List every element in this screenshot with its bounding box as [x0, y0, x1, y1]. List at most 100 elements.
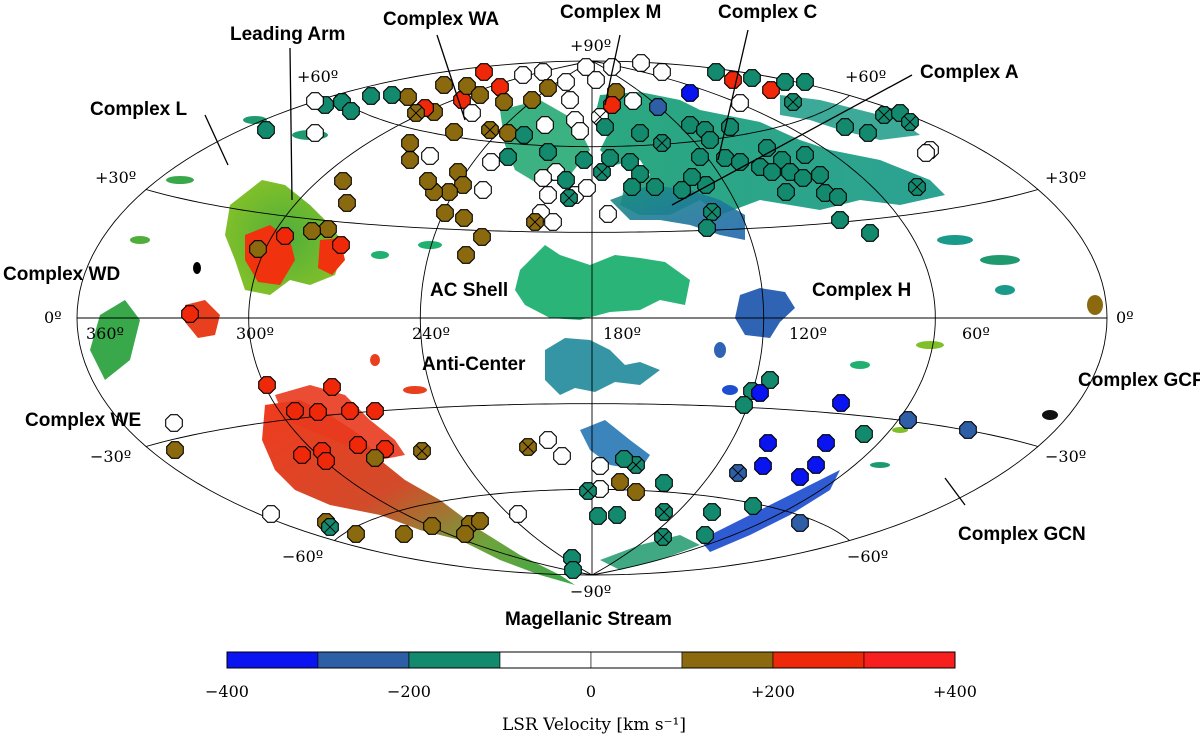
cloud-marker [751, 384, 769, 402]
cloud-marker [596, 118, 614, 136]
colorbar-title: LSR Velocity [km s⁻¹] [502, 715, 686, 735]
cloud-marker-cross [324, 521, 336, 533]
cloud-marker [861, 224, 879, 242]
cloud-marker [553, 447, 571, 465]
cloud-marker [262, 505, 280, 523]
cloud-marker [743, 69, 761, 87]
cloud-marker-cross [732, 467, 744, 479]
cloud-marker [473, 228, 491, 246]
colorbar-tick-p400: +400 [933, 682, 977, 701]
cloud-marker [475, 63, 493, 81]
lat-label-0-right: 0º [1116, 308, 1134, 327]
colorbar-bin [681, 651, 774, 669]
cloud-marker [611, 473, 629, 491]
cloud-marker [399, 88, 417, 106]
cloud-marker [646, 178, 664, 196]
cloud-marker [366, 402, 384, 420]
colorbar-bin [772, 651, 865, 669]
cloud-marker-cross [657, 531, 669, 543]
coordinate-grid [76, 60, 1108, 576]
leader-complex-l [204, 114, 229, 166]
cloud-marker [721, 118, 739, 136]
cloud-marker [342, 102, 360, 120]
label-complex-c: Complex C [718, 2, 818, 23]
cloud-marker [754, 457, 772, 475]
cloud-marker [491, 78, 509, 96]
emission-south-green [600, 535, 700, 570]
cloud-marker [293, 446, 311, 464]
cloud-marker-cross [878, 109, 890, 121]
cloud-marker [796, 73, 814, 91]
cloud-marker [631, 124, 649, 142]
cloud-marker [859, 124, 877, 142]
lat-label-m30-left: −30º [90, 447, 131, 466]
cloud-marker [499, 124, 517, 142]
cloud-marker [286, 402, 304, 420]
cloud-marker-cross [656, 137, 668, 149]
cloud-marker [959, 421, 977, 439]
label-complex-a: Complex A [920, 62, 1019, 83]
lon-label-120: 120º [789, 324, 827, 343]
cloud-marker [338, 194, 356, 212]
cloud-marker [455, 209, 473, 227]
cloud-marker [758, 139, 776, 157]
cloud-marker [332, 236, 350, 254]
cloud-marker [681, 116, 699, 134]
cloud-marker [763, 163, 781, 181]
label-complex-m: Complex M [560, 2, 661, 23]
cloud-marker [836, 118, 854, 136]
cloud-marker [395, 525, 413, 543]
region-labels: Complex WA Complex M Complex C Leading A… [3, 2, 1200, 630]
leader-complex-a [671, 74, 913, 206]
colorbar-bin [863, 651, 956, 669]
label-magellanic-stream: Magellanic Stream [505, 609, 672, 630]
cloud-marker [276, 227, 294, 245]
cloud-marker-cross [706, 206, 718, 218]
emission-magellanic-stream [262, 400, 575, 585]
cloud-marker [631, 165, 649, 183]
colorbar-bin [317, 651, 410, 669]
label-complex-gcn: Complex GCN [958, 524, 1086, 545]
cloud-marker [514, 66, 532, 84]
emission-complex-c-upper [780, 95, 920, 140]
cloud-marker-cross [787, 96, 799, 108]
cloud-marker [832, 394, 850, 412]
label-complex-wa: Complex WA [383, 9, 499, 30]
lon-label-360: 360º [86, 324, 124, 343]
cloud-marker [701, 131, 719, 149]
lat-label-0-left: 0º [44, 308, 62, 327]
cloud-marker [539, 186, 557, 204]
cloud-marker [457, 246, 475, 264]
cloud-marker [855, 425, 873, 443]
emission-ac-shell [515, 245, 690, 320]
cloud-marker [544, 213, 562, 231]
label-complex-h: Complex H [812, 280, 911, 301]
cloud-marker [794, 169, 812, 187]
emission-complex-h [735, 288, 795, 338]
cloud-marker [632, 54, 650, 72]
cloud-marker [181, 305, 199, 323]
cloud-marker [578, 179, 596, 197]
cloud-marker [571, 122, 589, 140]
colorbar-tick-m400: −400 [205, 682, 249, 701]
cloud-marker [601, 149, 619, 167]
cloud-marker-cross [596, 166, 608, 178]
cloud-marker [623, 178, 641, 196]
lat-label-p60-right: +60º [845, 67, 886, 86]
cloud-marker [453, 91, 471, 109]
colorbar-tick-m200: −200 [387, 682, 431, 701]
colorbar-bin [226, 651, 319, 669]
cloud-marker [474, 181, 492, 199]
emission-south-blue-stream [700, 470, 840, 552]
colorbar-tick-0: 0 [586, 682, 596, 701]
label-anti-center: Anti-Center [422, 354, 526, 375]
emission-small-patches [130, 116, 1103, 468]
cloud-marker [401, 134, 419, 152]
cloud-marker [309, 403, 327, 421]
cloud-marker [627, 483, 645, 501]
cloud-marker [621, 153, 639, 171]
label-complex-l: Complex L [90, 99, 188, 120]
cloud-marker [696, 526, 714, 544]
cloud-marker [471, 86, 489, 104]
cloud-marker [724, 71, 742, 89]
